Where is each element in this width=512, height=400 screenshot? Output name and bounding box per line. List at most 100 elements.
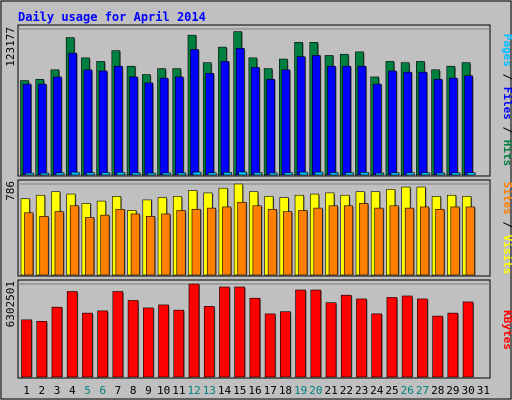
- bar-files-day-4: [68, 52, 78, 176]
- x-tick-label-day-23: 23: [355, 384, 368, 397]
- x-tick-label-day-31: 31: [477, 384, 490, 397]
- bar-pages-day-23: [360, 172, 370, 176]
- bar-kbytes-day-26-fill: [401, 295, 413, 378]
- bar-sites-day-10: [161, 213, 172, 276]
- bar-kbytes-day-4: [66, 291, 79, 378]
- bar-files-day-29-fill: [449, 77, 458, 176]
- bar-sites-day-3-fill: [54, 211, 64, 276]
- x-tick-label-day-1: 1: [23, 384, 30, 397]
- bar-kbytes-day-23: [356, 298, 368, 378]
- bar-files-day-5: [83, 69, 93, 176]
- bar-files-day-24: [372, 83, 383, 176]
- bar-files-day-25: [388, 70, 398, 176]
- bar-pages-day-9-fill: [147, 172, 156, 176]
- x-tick-label-day-21: 21: [325, 384, 338, 397]
- bar-pages-day-22-fill: [344, 172, 354, 176]
- x-tick-label-day-4: 4: [69, 384, 76, 397]
- bar-pages-day-2: [40, 172, 50, 176]
- bar-sites-day-5: [85, 217, 95, 276]
- bar-files-day-3: [53, 76, 63, 176]
- bar-sites-day-22: [343, 205, 354, 276]
- x-tick-label-day-2: 2: [39, 384, 46, 397]
- bar-kbytes-day-13-fill: [203, 306, 215, 378]
- bar-pages-day-12-fill: [192, 171, 202, 176]
- bar-pages-day-18: [284, 172, 294, 176]
- bar-sites-day-3: [54, 211, 65, 276]
- legend-part: Sites: [501, 182, 512, 215]
- bar-pages-day-20-fill: [314, 171, 324, 176]
- bar-files-day-25-fill: [388, 70, 397, 176]
- x-tick-label-day-20: 20: [309, 384, 322, 397]
- bar-pages-day-6: [101, 172, 111, 176]
- x-tick-label-day-18: 18: [279, 384, 292, 397]
- bar-pages-day-4-fill: [70, 171, 80, 176]
- y-tick-label: 123177: [4, 27, 17, 67]
- bar-sites-day-29: [450, 206, 461, 276]
- bar-sites-day-25-fill: [389, 205, 399, 276]
- bar-pages-day-19-fill: [299, 171, 308, 176]
- bar-pages-day-17: [268, 172, 279, 176]
- x-tick-label-day-22: 22: [340, 384, 353, 397]
- bar-kbytes-day-20: [310, 289, 322, 378]
- bar-kbytes-day-9: [143, 307, 155, 378]
- x-tick-label-day-3: 3: [54, 384, 61, 397]
- bar-pages-day-27-fill: [421, 172, 430, 176]
- bar-pages-day-21: [329, 172, 340, 176]
- bar-sites-day-14: [222, 206, 232, 276]
- bar-files-day-14: [220, 61, 230, 176]
- bar-kbytes-day-24: [371, 313, 383, 378]
- bars-hits-files-pages: [20, 31, 477, 177]
- bar-sites-day-24-fill: [374, 207, 384, 276]
- bar-files-day-8-fill: [129, 76, 138, 176]
- bar-kbytes-day-8-fill: [127, 300, 139, 378]
- x-tick-label-day-17: 17: [264, 384, 277, 397]
- bar-sites-day-2-fill: [39, 216, 49, 276]
- bar-sites-day-8: [130, 213, 141, 276]
- bar-files-day-8: [129, 76, 139, 176]
- bar-sites-day-16-fill: [252, 205, 262, 276]
- bar-files-day-13: [205, 73, 215, 176]
- x-tick-label-day-27: 27: [416, 384, 429, 397]
- bar-kbytes-day-21-fill: [325, 302, 337, 378]
- bar-pages-day-26-fill: [405, 172, 415, 176]
- bar-pages-day-29-fill: [451, 172, 461, 176]
- bar-files-day-6: [98, 70, 109, 176]
- bar-pages-day-11: [177, 172, 187, 176]
- bar-files-day-23: [357, 65, 367, 176]
- bar-pages-day-28: [436, 172, 446, 176]
- bar-kbytes-day-15-fill: [234, 286, 245, 378]
- legend-part: /: [501, 215, 512, 235]
- bar-sites-day-15-fill: [237, 201, 247, 276]
- bar-kbytes-day-6-fill: [97, 310, 108, 378]
- bar-pages-day-12: [192, 171, 202, 176]
- x-tick-label-day-19: 19: [294, 384, 307, 397]
- bar-pages-day-6-fill: [101, 172, 110, 176]
- bar-sites-day-28: [435, 208, 446, 276]
- bar-files-day-13-fill: [205, 73, 215, 176]
- bar-files-day-16-fill: [251, 67, 260, 176]
- bar-pages-day-30: [466, 172, 477, 176]
- bar-pages-day-4: [70, 171, 81, 176]
- bar-pages-day-16-fill: [253, 172, 263, 176]
- bar-kbytes-day-28-fill: [432, 315, 443, 378]
- x-tick-label-day-29: 29: [446, 384, 459, 397]
- bar-sites-day-15: [237, 201, 248, 276]
- bar-files-day-26: [403, 71, 413, 176]
- panel-legend: Pages / Files / Hits: [501, 34, 512, 167]
- bar-kbytes-day-28: [432, 315, 444, 378]
- x-tick-label-day-11: 11: [172, 384, 185, 397]
- bar-kbytes-day-14-fill: [219, 286, 230, 378]
- bar-pages-day-30-fill: [466, 172, 476, 176]
- bar-sites-day-25: [389, 205, 400, 276]
- bar-pages-day-1-fill: [25, 172, 34, 176]
- bar-files-day-4-fill: [68, 52, 77, 176]
- bar-sites-day-19-fill: [298, 210, 308, 276]
- bar-sites-day-4: [69, 205, 80, 276]
- panel-legend: KBytes: [501, 310, 512, 350]
- bar-sites-day-18: [283, 211, 293, 276]
- bar-files-day-20: [311, 55, 322, 176]
- bar-pages-day-25: [390, 172, 400, 176]
- bar-files-day-24-fill: [372, 83, 382, 176]
